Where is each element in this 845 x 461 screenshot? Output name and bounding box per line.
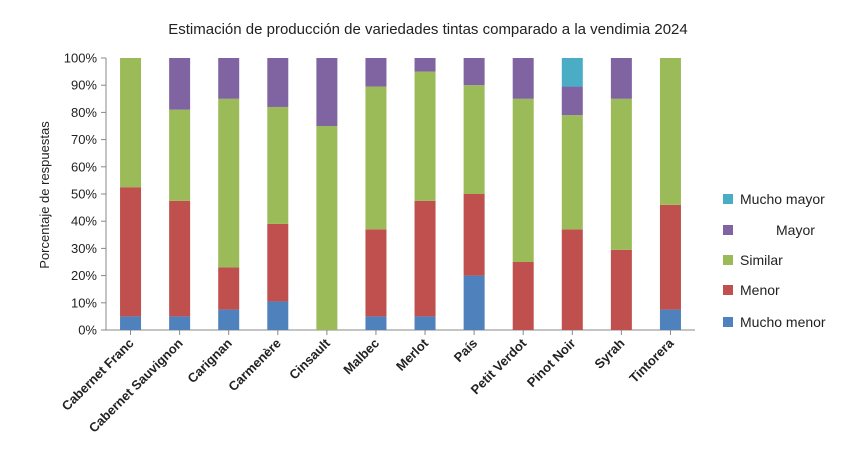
bar-segment-carmenere-similar	[267, 106, 289, 224]
bar-segment-merlot-mucho-menor	[414, 316, 436, 330]
bar-segment-tintorera-mucho-menor	[659, 309, 681, 330]
bar-segment-carignan-menor	[218, 267, 240, 310]
y-tick-label: 90%	[71, 78, 97, 93]
bar-segment-carignan-similar	[218, 98, 240, 268]
bar-segment-merlot-mayor	[414, 58, 436, 72]
bar-segment-pais-similar	[463, 85, 485, 194]
bar-segment-petit-verdot-similar	[512, 98, 534, 262]
bar-segment-syrah-similar	[610, 98, 632, 250]
bar-segment-cabernet-sauvignon-similar	[169, 109, 191, 201]
y-tick-label: 100%	[64, 51, 98, 66]
y-axis-label: Porcentaje de respuestas	[37, 121, 52, 269]
chart-title: Estimación de producción de variedades t…	[168, 21, 687, 38]
x-tick-label-carignan: Carignan	[184, 335, 234, 385]
bar-segment-syrah-menor	[610, 249, 632, 330]
legend-swatch-mayor	[723, 225, 733, 235]
bar-segment-carmenere-menor	[267, 223, 289, 302]
bar-segment-cinsault-similar	[316, 126, 338, 330]
x-tick-label-syrah: Syrah	[591, 335, 627, 371]
bar-segment-pinot-noir-mucho-mayor	[561, 58, 583, 87]
x-tick-label-pais: País	[451, 336, 481, 366]
bar-segment-cabernet-franc-mucho-menor	[120, 316, 142, 330]
bar-segment-pinot-noir-similar	[561, 115, 583, 230]
bar-segment-petit-verdot-menor	[512, 262, 534, 330]
legend-swatch-similar	[723, 255, 733, 265]
bar-segment-malbec-similar	[365, 86, 387, 230]
x-tick-label-pinot-noir: Pinot Noir	[524, 336, 579, 391]
bar-segment-tintorera-menor	[659, 204, 681, 310]
bar-segment-carignan-mucho-menor	[218, 309, 240, 330]
bar-segment-syrah-mayor	[610, 58, 632, 99]
legend-label-menor: Menor	[740, 282, 780, 298]
legend-label-mayor: Mayor	[776, 222, 815, 238]
x-tick-label-cinsault: Cinsault	[286, 335, 333, 382]
bar-segment-cabernet-sauvignon-mayor	[169, 58, 191, 110]
bar-segment-pinot-noir-mayor	[561, 86, 583, 116]
y-tick-label: 70%	[71, 132, 97, 147]
bar-segment-malbec-mucho-menor	[365, 316, 387, 330]
bar-segment-cinsault-mayor	[316, 58, 338, 126]
x-tick-label-tintorera: Tintorera	[626, 335, 677, 386]
legend-swatch-mucho-mayor	[723, 194, 733, 204]
y-tick-label: 50%	[71, 187, 97, 202]
x-tick-label-merlot: Merlot	[393, 335, 432, 374]
y-tick-label: 40%	[71, 214, 97, 229]
bar-segment-petit-verdot-mayor	[512, 58, 534, 99]
plot-area: 0% 10% 20% 30% 40% 50% 60% 70% 80% 90% 100% Caberne…	[59, 51, 695, 436]
bar-segment-pinot-noir-menor	[561, 229, 583, 330]
y-tick-label: 10%	[71, 295, 97, 310]
legend: Mucho mayor Mayor Similar Menor Mucho menor	[723, 191, 826, 330]
bar-segment-cabernet-franc-similar	[120, 58, 142, 188]
bar-segment-carmenere-mayor	[267, 58, 289, 107]
y-tick-label: 0%	[78, 323, 97, 338]
legend-label-similar: Similar	[740, 252, 783, 268]
bar-segment-merlot-menor	[414, 200, 436, 317]
bar-segment-cabernet-franc-menor	[120, 187, 142, 317]
y-tick-label: 80%	[71, 105, 97, 120]
bar-segment-malbec-menor	[365, 229, 387, 317]
bar-segment-pais-mucho-menor	[463, 275, 485, 330]
x-tick-label-cabernet-sauvignon: Cabernet Sauvignon	[86, 335, 186, 435]
bar-segment-carignan-mayor	[218, 58, 240, 99]
x-tick-label-malbec: Malbec	[340, 336, 382, 378]
bar-segment-carmenere-mucho-menor	[267, 301, 289, 330]
x-tick-label-carmenere: Carmenère	[225, 336, 284, 395]
bar-segment-cabernet-sauvignon-mucho-menor	[169, 316, 191, 330]
bar-segment-merlot-similar	[414, 71, 436, 201]
bar-segment-pais-mayor	[463, 58, 485, 86]
legend-swatch-menor	[723, 285, 733, 295]
y-tick-label: 20%	[71, 268, 97, 283]
legend-label-mucho-mayor: Mucho mayor	[740, 191, 825, 207]
legend-label-mucho-menor: Mucho menor	[740, 314, 826, 330]
y-tick-label: 60%	[71, 159, 97, 174]
bar-segment-pais-menor	[463, 194, 485, 276]
bar-segment-cabernet-sauvignon-menor	[169, 200, 191, 317]
bar-segment-tintorera-similar	[659, 58, 681, 205]
legend-swatch-mucho-menor	[723, 317, 733, 327]
bar-segment-malbec-mayor	[365, 58, 387, 87]
y-tick-label: 30%	[71, 241, 97, 256]
